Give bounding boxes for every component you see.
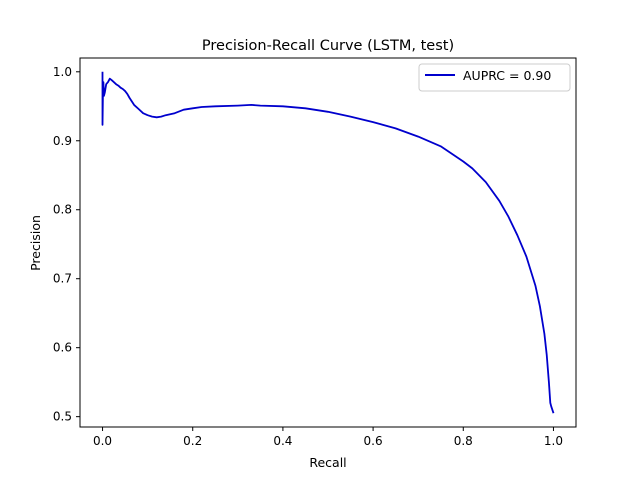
x-tick-label: 0.4 <box>273 434 292 448</box>
y-tick-label: 1.0 <box>53 65 72 79</box>
y-tick-label: 0.9 <box>53 134 72 148</box>
legend-box <box>418 63 571 92</box>
chart-title: Precision-Recall Curve (LSTM, test) <box>202 38 454 54</box>
legend-label: AUPRC = 0.90 <box>463 68 551 83</box>
y-tick-label: 0.8 <box>53 203 72 217</box>
x-tick-label: 0.2 <box>183 434 202 448</box>
y-axis-label: Precision <box>28 215 43 271</box>
x-axis-ticks: 0.0 0.2 0.4 0.6 0.8 1.0 <box>93 427 563 448</box>
y-tick-label: 0.7 <box>53 272 72 286</box>
x-tick-label: 0.6 <box>364 434 383 448</box>
plot-area <box>101 71 555 414</box>
x-axis-label: Recall <box>309 455 346 470</box>
x-tick-label: 0.8 <box>454 434 473 448</box>
y-tick-label: 0.5 <box>53 410 72 424</box>
plot-frame <box>79 57 577 428</box>
legend: AUPRC = 0.90 <box>418 63 571 92</box>
pr-curve-line <box>101 71 555 414</box>
x-tick-label: 0.0 <box>93 434 112 448</box>
x-tick-label: 1.0 <box>544 434 563 448</box>
y-axis-ticks: 0.5 0.6 0.7 0.8 0.9 1.0 <box>53 65 80 424</box>
y-tick-label: 0.6 <box>53 341 72 355</box>
